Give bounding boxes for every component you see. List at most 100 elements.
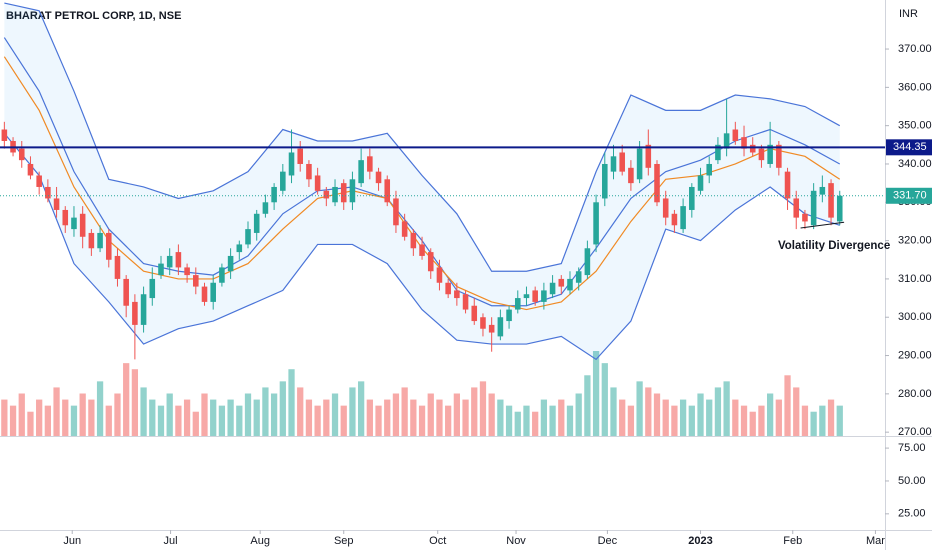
volume-bar: [88, 399, 95, 436]
candle-body: [236, 244, 243, 253]
volume-bar: [566, 405, 574, 436]
candle-body: [123, 278, 129, 306]
volume-bar: [349, 387, 356, 436]
candle-body: [71, 217, 77, 230]
last-price-label: 331.70: [893, 190, 927, 202]
volume-bar: [584, 375, 591, 436]
volume-bar: [131, 369, 139, 436]
volume-bar: [662, 399, 669, 436]
volume-bar: [53, 387, 60, 436]
volume-bar: [166, 393, 173, 436]
chart-title: BHARAT PETROL CORP, 1D, NSE: [6, 10, 181, 22]
candle-body: [741, 137, 747, 149]
volume-bar: [201, 393, 208, 436]
candle-body: [549, 282, 556, 295]
volume-bar: [244, 393, 252, 436]
candle-body: [819, 186, 826, 195]
x-tick-label: Mar: [866, 535, 885, 547]
candle-body: [654, 163, 660, 203]
candle-body: [297, 148, 304, 164]
y-tick-label: 320.00: [898, 235, 932, 247]
candle-body: [132, 301, 138, 325]
y-tick-label: 310.00: [898, 273, 932, 285]
volume-bar: [610, 387, 617, 436]
candle-body: [541, 290, 547, 302]
x-tick-label: 2023: [688, 535, 712, 547]
volume-bar: [819, 405, 826, 436]
candle-body: [514, 298, 521, 310]
volume-bar: [436, 399, 443, 436]
candle-body: [671, 213, 678, 226]
candle-body: [593, 202, 599, 245]
candle-body: [436, 267, 443, 283]
candle-body: [201, 286, 208, 302]
volume-bar: [192, 411, 199, 436]
candle-body: [776, 144, 782, 168]
lower-y-tick-label: 25.00: [898, 508, 926, 520]
volume-bar: [479, 381, 487, 436]
volume-bar: [96, 381, 104, 436]
volume-bar: [671, 405, 678, 436]
volume-bar: [549, 405, 556, 436]
volume-bar: [27, 411, 34, 436]
volume-bar: [540, 399, 548, 436]
candle-body: [532, 290, 538, 302]
candle-body: [628, 167, 634, 184]
volume-bar: [183, 399, 191, 436]
volume-bar: [384, 399, 391, 436]
candle-body: [558, 278, 565, 287]
volume-bar: [227, 399, 234, 436]
candle-body: [802, 213, 808, 222]
candle-body: [193, 275, 199, 287]
candle-body: [636, 148, 643, 180]
volume-bar: [1, 399, 8, 436]
volume-bar: [410, 399, 417, 436]
candle-body: [340, 183, 347, 203]
volume-bar: [767, 393, 774, 436]
candle-body: [715, 144, 721, 161]
volume-bar: [488, 393, 495, 436]
candle-body: [27, 163, 34, 176]
candle-body: [280, 171, 286, 191]
volume-bar: [358, 381, 365, 436]
candle-body: [384, 179, 391, 203]
x-tick-label: Sep: [334, 535, 354, 547]
volume-bar: [836, 405, 843, 436]
volume-bar: [288, 369, 295, 436]
lower-y-tick-label: 75.00: [898, 442, 926, 454]
candle-body: [523, 294, 530, 299]
candle-body: [723, 133, 730, 149]
volume-bar: [79, 393, 86, 436]
volume-bar: [366, 399, 373, 436]
volume-bar: [262, 387, 269, 436]
volume-bar: [149, 399, 156, 436]
volume-bar: [331, 393, 339, 436]
volume-bar: [653, 393, 661, 436]
volume-bar: [236, 405, 243, 436]
volume-bar: [775, 399, 782, 436]
volume-bar: [627, 405, 635, 436]
candle-body: [732, 129, 739, 141]
volume-bar: [340, 405, 347, 436]
candle-body: [462, 294, 469, 310]
volume-bar: [810, 411, 817, 436]
candle-body: [784, 171, 791, 199]
y-tick-label: 300.00: [898, 311, 932, 323]
volume-bar: [314, 405, 321, 436]
candle-body: [245, 229, 251, 245]
candle-body: [706, 163, 713, 176]
y-tick-label: 340.00: [898, 158, 932, 170]
volume-bar: [70, 405, 78, 436]
candle-body: [1, 129, 8, 141]
candle-body: [375, 171, 382, 184]
volume-bar: [688, 405, 695, 436]
candle-body: [767, 144, 773, 164]
last-price-box: [886, 187, 932, 204]
band-upper: [4, 2, 841, 272]
volume-bar: [9, 405, 17, 436]
candle-body: [18, 148, 25, 161]
volume-bar: [714, 387, 722, 436]
volume-bar: [105, 405, 112, 436]
volume-bar: [18, 393, 25, 436]
candle-body: [697, 175, 704, 191]
